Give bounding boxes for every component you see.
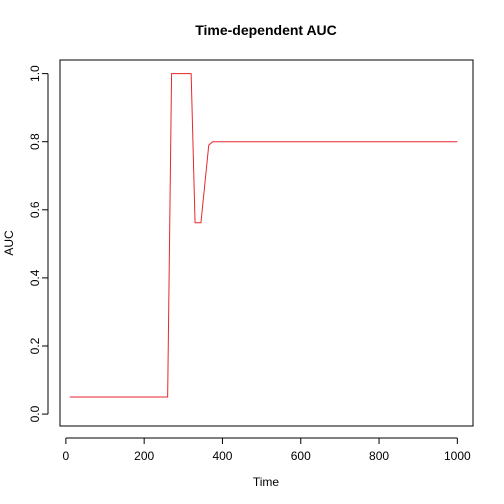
y-tick-label: 1.0	[28, 65, 42, 82]
x-tick-label: 0	[63, 449, 70, 463]
x-tick-label: 800	[369, 449, 389, 463]
y-axis: 0.0 0.2 0.4 0.6 0.8 1.0	[28, 65, 49, 422]
x-tick-label: 1000	[444, 449, 471, 463]
x-tick-label: 400	[212, 449, 232, 463]
x-tick-label: 600	[291, 449, 311, 463]
chart-title: Time-dependent AUC	[195, 22, 337, 38]
y-axis-label: AUC	[2, 230, 16, 256]
y-tick-label: 0.8	[28, 133, 42, 150]
y-tick-label: 0.6	[28, 201, 42, 218]
x-axis-label: Time	[253, 475, 280, 489]
y-tick-label: 0.4	[28, 269, 42, 286]
series-line	[69, 73, 458, 398]
y-tick-label: 0.0	[28, 405, 42, 422]
x-axis: 0 200 400 600 800 1000	[63, 437, 471, 463]
plot-box	[59, 59, 474, 427]
y-tick-label: 0.2	[28, 337, 42, 354]
x-tick-label: 200	[134, 449, 154, 463]
series-layer	[69, 73, 458, 398]
